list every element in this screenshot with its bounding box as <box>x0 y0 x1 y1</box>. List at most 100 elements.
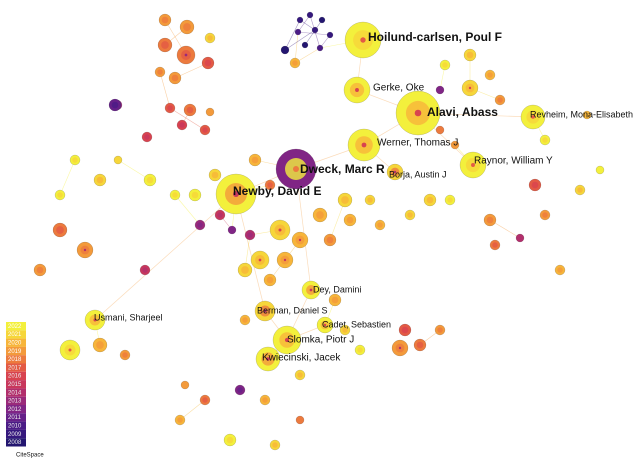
node-core <box>96 341 104 349</box>
edge <box>179 399 206 421</box>
node <box>205 107 215 117</box>
edge <box>159 71 171 109</box>
node-core <box>447 197 453 203</box>
legend-swatch <box>6 405 26 414</box>
legend-label: 2015 <box>8 382 22 388</box>
nodes <box>33 11 605 451</box>
node-label: Gerke, Oke <box>373 83 425 94</box>
legend-label: 2016 <box>8 374 22 380</box>
node-core <box>161 41 169 49</box>
node <box>113 155 123 165</box>
node-core <box>367 197 373 203</box>
node-core <box>146 176 154 184</box>
legend-swatch <box>6 438 26 447</box>
node-core <box>407 212 413 218</box>
node-center <box>393 170 397 174</box>
node <box>311 26 319 34</box>
node-core <box>202 397 208 403</box>
legend-swatch <box>6 413 26 422</box>
node-core <box>557 267 563 273</box>
node-center <box>360 37 366 43</box>
node-center <box>298 238 302 242</box>
node-core <box>487 72 493 78</box>
node-label: Kwiecinski, Jacek <box>262 353 341 364</box>
node <box>280 45 290 55</box>
node-core <box>122 352 128 358</box>
node <box>295 415 305 425</box>
edge <box>299 19 316 31</box>
node <box>318 16 326 24</box>
node-center <box>258 258 262 262</box>
node-core <box>144 134 150 140</box>
node-core <box>217 212 223 218</box>
legend-swatch <box>6 363 26 372</box>
edge <box>174 194 201 226</box>
node <box>435 125 445 135</box>
node <box>435 85 445 95</box>
edge <box>284 29 316 51</box>
legend-swatch <box>6 338 26 347</box>
node-core <box>346 216 354 224</box>
node <box>316 44 324 52</box>
node <box>180 380 190 390</box>
node-center <box>361 142 367 148</box>
node-center <box>398 346 402 350</box>
edge <box>329 199 346 241</box>
node-center <box>284 337 290 343</box>
node-center <box>355 88 359 92</box>
node <box>595 165 605 175</box>
node-core <box>466 51 474 59</box>
node-label: Raynor, William Y <box>474 156 553 167</box>
node-core <box>247 232 253 238</box>
node-core <box>36 266 44 274</box>
node-core <box>297 372 303 378</box>
node-core <box>531 181 539 189</box>
node-core <box>179 122 185 128</box>
node-core <box>331 296 339 304</box>
node-core <box>202 127 208 133</box>
legend-swatch <box>6 421 26 430</box>
node-core <box>577 187 583 193</box>
node-core <box>426 196 434 204</box>
node-core <box>242 317 248 323</box>
node-core <box>226 436 234 444</box>
node-center <box>233 191 239 197</box>
node <box>294 28 302 36</box>
node-center <box>414 109 422 117</box>
legend-swatch <box>6 396 26 405</box>
node-core <box>542 212 548 218</box>
node-core <box>542 137 548 143</box>
edge <box>295 168 312 291</box>
legend-label: 2012 <box>8 407 22 413</box>
legend-label: 2013 <box>8 399 22 405</box>
node <box>515 233 525 243</box>
node-core <box>437 327 443 333</box>
node-label: Newby, David E <box>233 184 321 198</box>
node-core <box>416 341 424 349</box>
edge <box>235 193 266 312</box>
node-core <box>492 242 498 248</box>
node <box>301 41 309 49</box>
edge <box>297 31 331 36</box>
node-core <box>292 60 298 66</box>
node-label: Revheim, Mona-Elisabeth <box>530 109 633 119</box>
node-core <box>211 171 219 179</box>
node-center <box>184 53 188 57</box>
node-label: Berman, Daniel S <box>257 305 328 315</box>
node-center <box>468 86 472 90</box>
node <box>227 225 237 235</box>
legend-swatch <box>6 330 26 339</box>
edge <box>117 159 151 181</box>
node-core <box>267 182 273 188</box>
node-core <box>326 236 334 244</box>
node-core <box>161 16 169 24</box>
node-center <box>68 348 72 352</box>
legend-label: 2019 <box>8 349 22 355</box>
node-core <box>341 196 349 204</box>
node-center <box>263 309 267 313</box>
node-core <box>96 176 104 184</box>
node-core <box>72 157 78 163</box>
logo: CiteSpace <box>16 453 44 459</box>
node-core <box>357 347 363 353</box>
node-label: Usmani, Sharjeel <box>94 312 163 322</box>
